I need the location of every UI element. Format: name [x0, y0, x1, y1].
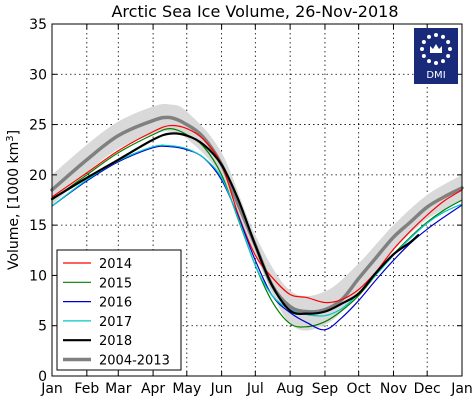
dmi-logo-dot [441, 34, 445, 39]
x-tick-label: Apr [141, 381, 165, 397]
series-line-2016 [51, 145, 463, 331]
y-tick-label: 0 [38, 369, 47, 385]
spread-band [52, 103, 462, 331]
series-line-2017 [51, 144, 463, 317]
x-tick-label: Dec [414, 381, 441, 397]
series-layer [50, 115, 464, 331]
crown-icon [430, 44, 442, 53]
y-tick-label: 5 [38, 319, 47, 335]
axes-layer: 0 5 10 15 20 25 30 35 Jan Feb Mar Apr May Jun Jul Aug Se… [29, 17, 472, 397]
dmi-logo-dot [448, 47, 452, 51]
series-line-2004-2013 [50, 115, 464, 314]
x-tick-label: Mar [105, 381, 132, 397]
x-tick-label: Oct [347, 381, 372, 397]
legend-label-2015: 2015 [99, 276, 132, 291]
dmi-logo-dot [427, 59, 431, 64]
legend-label-2016: 2016 [99, 296, 132, 311]
y-axis-label: Volume, [1000 km3] [5, 130, 23, 270]
legend: 2014 2015 2016 2017 2018 2004-2013 [56, 249, 182, 371]
series-line-2014 [51, 124, 463, 304]
legend-label-2004-2013: 2004-2013 [99, 354, 170, 369]
x-tick-label: Nov [380, 381, 407, 397]
legend-label-2014: 2014 [99, 257, 132, 272]
dmi-logo-dot [421, 40, 426, 44]
dmi-logo-dot [441, 59, 445, 64]
x-tick-label: Aug [276, 381, 303, 397]
y-tick-label: 30 [29, 67, 47, 83]
chart-title: Arctic Sea Ice Volume, 26-Nov-2018 [111, 2, 398, 21]
x-tick-label: Jul [246, 381, 264, 397]
x-tick-label: Sep [312, 381, 339, 397]
y-axis-label-sup: 3 [5, 135, 16, 141]
dmi-logo-background [414, 28, 458, 84]
series-line-2015 [51, 127, 463, 328]
x-tick-label: Jan [450, 381, 472, 397]
legend-label-2017: 2017 [99, 315, 132, 330]
legend-box [56, 249, 182, 371]
y-tick-label: 35 [29, 17, 47, 33]
y-tick-label: 25 [29, 118, 47, 134]
band-layer [52, 103, 462, 331]
x-tick-label: Jan [40, 381, 63, 397]
x-tick-label: Jun [210, 381, 233, 397]
dmi-logo-dot [427, 34, 431, 39]
series-line-2018 [50, 132, 420, 315]
y-axis-label-suffix: ] [6, 130, 22, 135]
dmi-logo-text: DMI [426, 70, 445, 81]
dmi-logo-dot [434, 61, 438, 65]
y-axis-label-main: Volume, [1000 km [6, 142, 22, 270]
dmi-logo-dot [420, 47, 424, 51]
dmi-logo-dot [446, 40, 451, 44]
dmi-logo-dot [421, 54, 426, 58]
x-tick-label: Feb [74, 381, 99, 397]
y-tick-label: 15 [29, 218, 47, 234]
x-tick-label: May [172, 381, 201, 397]
legend-label-2018: 2018 [99, 334, 132, 349]
dmi-logo-dot [446, 54, 451, 58]
y-tick-label: 10 [29, 268, 47, 284]
plot-frame [51, 23, 463, 377]
dmi-logo: DMI [414, 28, 458, 84]
y-tick-label: 20 [29, 168, 47, 184]
dmi-logo-dot [434, 33, 438, 37]
